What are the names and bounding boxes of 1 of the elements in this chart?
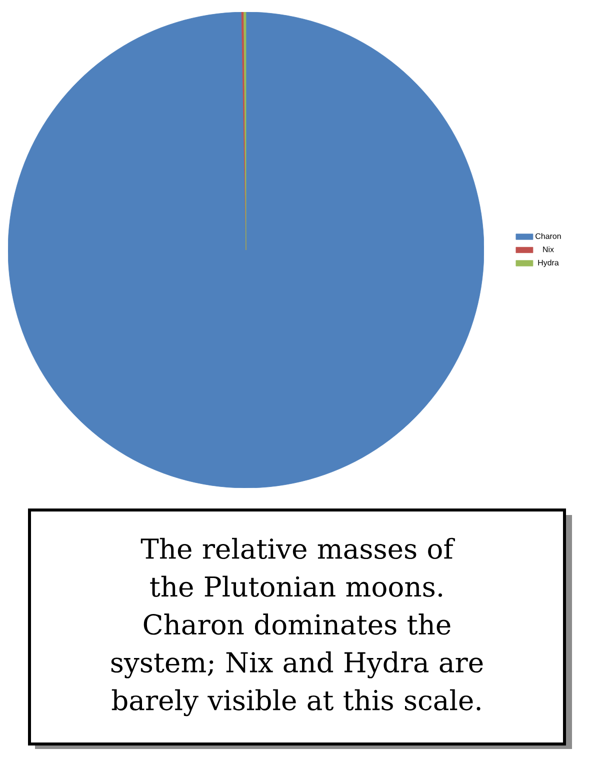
text: The relative masses of the Plutonian moons. Charon dominates the system; Nix and Hydra are barely visible at this scale. <box>111 538 483 716</box>
